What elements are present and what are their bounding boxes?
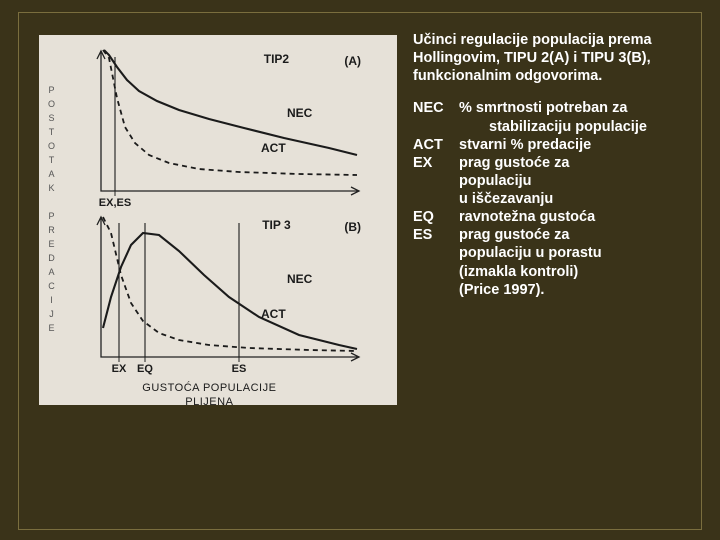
legend-key: EX (413, 154, 459, 172)
svg-text:C: C (48, 281, 56, 291)
legend-row: populaciju u porastu (413, 244, 691, 262)
svg-text:O: O (48, 141, 56, 151)
legend-text: (Price 1997). (459, 281, 691, 299)
intro-text: Učinci regulacije populacija prema Holli… (413, 31, 691, 85)
svg-text:EQ: EQ (137, 363, 153, 375)
legend-key (413, 190, 459, 208)
svg-text:PLIJENA: PLIJENA (185, 396, 233, 405)
legend-row: (izmakla kontroli) (413, 263, 691, 281)
svg-text:E: E (48, 239, 55, 249)
legend-key: ES (413, 226, 459, 244)
svg-text:T: T (49, 127, 56, 137)
holling-diagram: POSTOTAKPREDACIJEEX,ESNECACTTIP2(A)EXEQE… (39, 35, 397, 405)
legend-key (413, 172, 459, 190)
legend-text: % smrtnosti potreban za (459, 99, 691, 117)
legend-text: (izmakla kontroli) (459, 263, 691, 281)
svg-text:I: I (50, 295, 54, 305)
legend-text: populaciju (459, 172, 691, 190)
legend-row: (Price 1997). (413, 281, 691, 299)
legend-text: stvarni % predacije (459, 136, 691, 154)
legend-key: EQ (413, 208, 459, 226)
svg-text:R: R (48, 225, 56, 235)
svg-text:(A): (A) (344, 54, 361, 68)
svg-text:O: O (48, 99, 56, 109)
svg-text:D: D (48, 253, 56, 263)
svg-text:P: P (48, 85, 55, 95)
legend-text: populaciju u porastu (459, 244, 691, 262)
legend-row-nec: NEC % smrtnosti potreban za (413, 99, 691, 117)
legend-row: EQravnotežna gustoća (413, 208, 691, 226)
svg-text:EX: EX (112, 363, 127, 375)
svg-text:S: S (48, 113, 55, 123)
svg-text:P: P (48, 211, 55, 221)
svg-text:K: K (48, 183, 55, 193)
svg-text:ACT: ACT (261, 141, 286, 155)
legend-key: ACT (413, 136, 459, 154)
svg-text:ES: ES (232, 363, 247, 375)
svg-text:A: A (48, 169, 55, 179)
legend-key: NEC (413, 99, 459, 117)
svg-text:GUSTOĆA POPULACIJE: GUSTOĆA POPULACIJE (142, 381, 276, 394)
svg-text:T: T (49, 155, 56, 165)
svg-text:(B): (B) (344, 220, 361, 234)
svg-text:A: A (48, 267, 55, 277)
svg-text:ACT: ACT (261, 307, 286, 321)
legend-row: ACTstvarni % predacije (413, 136, 691, 154)
legend-row: EXprag gustoće za (413, 154, 691, 172)
legend-text: stabilizaciju populacije (413, 118, 691, 136)
legend-text: prag gustoće za (459, 154, 691, 172)
svg-text:E: E (48, 323, 55, 333)
legend-text: prag gustoće za (459, 226, 691, 244)
description-column: Učinci regulacije populacija prema Holli… (413, 31, 691, 299)
legend-row: u iščezavanju (413, 190, 691, 208)
legend-key (413, 263, 459, 281)
svg-text:EX,ES: EX,ES (99, 197, 131, 209)
svg-text:J: J (49, 309, 55, 319)
legend-key (413, 244, 459, 262)
svg-text:NEC: NEC (287, 106, 313, 120)
legend-text: ravnotežna gustoća (459, 208, 691, 226)
legend-text: u iščezavanju (459, 190, 691, 208)
legend-row: populaciju (413, 172, 691, 190)
figure-container: POSTOTAKPREDACIJEEX,ESNECACTTIP2(A)EXEQE… (39, 35, 397, 405)
legend-row: ESprag gustoće za (413, 226, 691, 244)
svg-text:TIP2: TIP2 (264, 52, 290, 66)
svg-text:TIP 3: TIP 3 (262, 218, 291, 232)
legend: NEC % smrtnosti potreban za stabilizacij… (413, 99, 691, 298)
svg-text:NEC: NEC (287, 272, 313, 286)
legend-key (413, 281, 459, 299)
